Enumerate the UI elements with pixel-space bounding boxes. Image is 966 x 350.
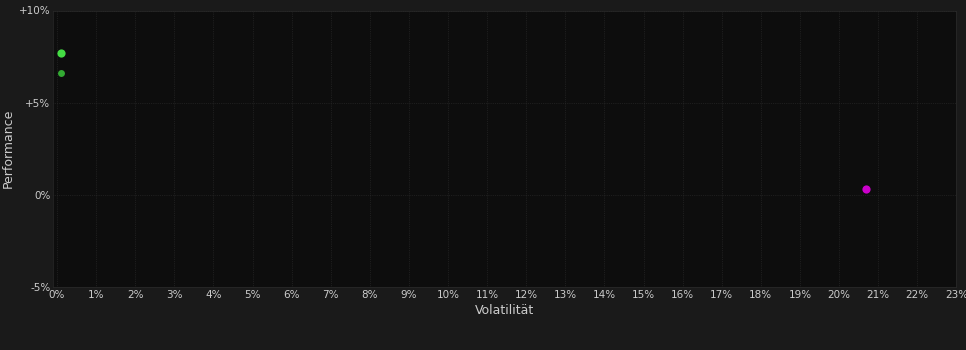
Point <box>859 187 874 192</box>
X-axis label: Volatilität: Volatilität <box>475 304 534 317</box>
Point <box>53 70 69 76</box>
Y-axis label: Performance: Performance <box>2 109 14 188</box>
Point <box>53 50 69 56</box>
